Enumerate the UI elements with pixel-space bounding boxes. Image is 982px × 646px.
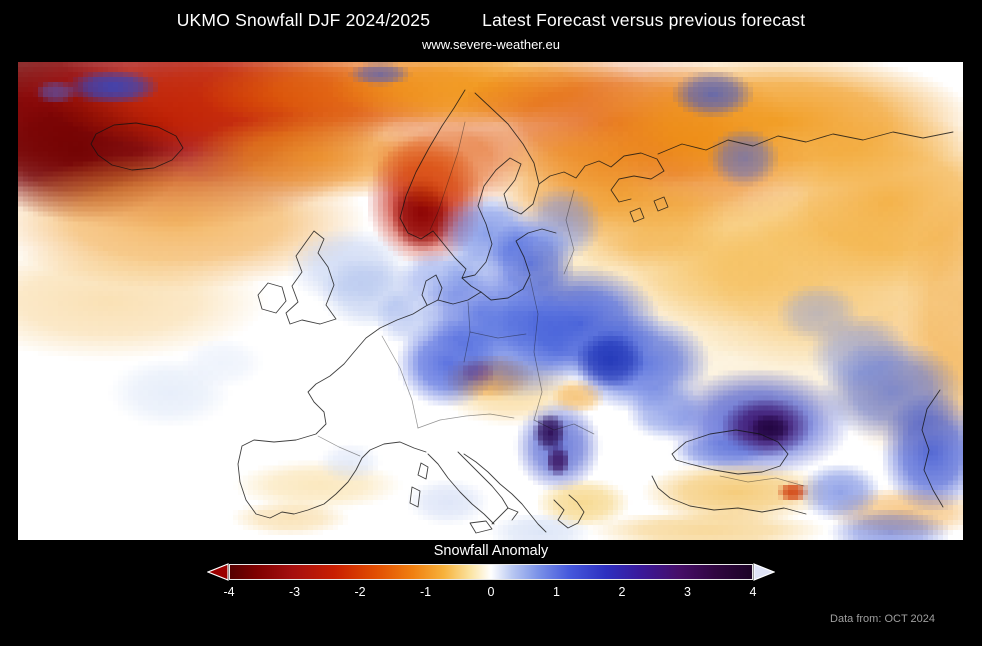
data-source-note: Data from: OCT 2024 (830, 613, 935, 625)
colorbar-left-arrow-icon (207, 563, 229, 581)
site-url: www.severe-weather.eu (421, 37, 560, 52)
colorbar (207, 563, 775, 581)
colorbar-tick: -2 (354, 585, 366, 599)
colorbar-tick: 4 (749, 585, 757, 599)
anomaly-map-canvas (18, 62, 963, 540)
colorbar-tick: 1 (553, 585, 560, 599)
colorbar-title: Snowfall Anomaly (433, 543, 549, 559)
colorbar-tick: 2 (618, 585, 626, 599)
colorbar-tick: 3 (684, 585, 691, 599)
colorbar-tick: 0 (487, 585, 495, 599)
colorbar-tick: -3 (288, 585, 301, 599)
title-left: UKMO Snowfall DJF 2024/2025 (176, 10, 431, 30)
colorbar-ticks: -4 -3 -2 -1 0 1 2 3 4 (223, 585, 756, 601)
colorbar-right-arrow-icon (753, 563, 775, 581)
colorbar-gradient (229, 564, 753, 580)
page-title: UKMO Snowfall DJF 2024/2025 Latest Forec… (0, 10, 982, 31)
title-right: Latest Forecast versus previous forecast (482, 10, 806, 30)
colorbar-tick: -4 (223, 585, 235, 599)
colorbar-tick: -1 (419, 585, 432, 599)
